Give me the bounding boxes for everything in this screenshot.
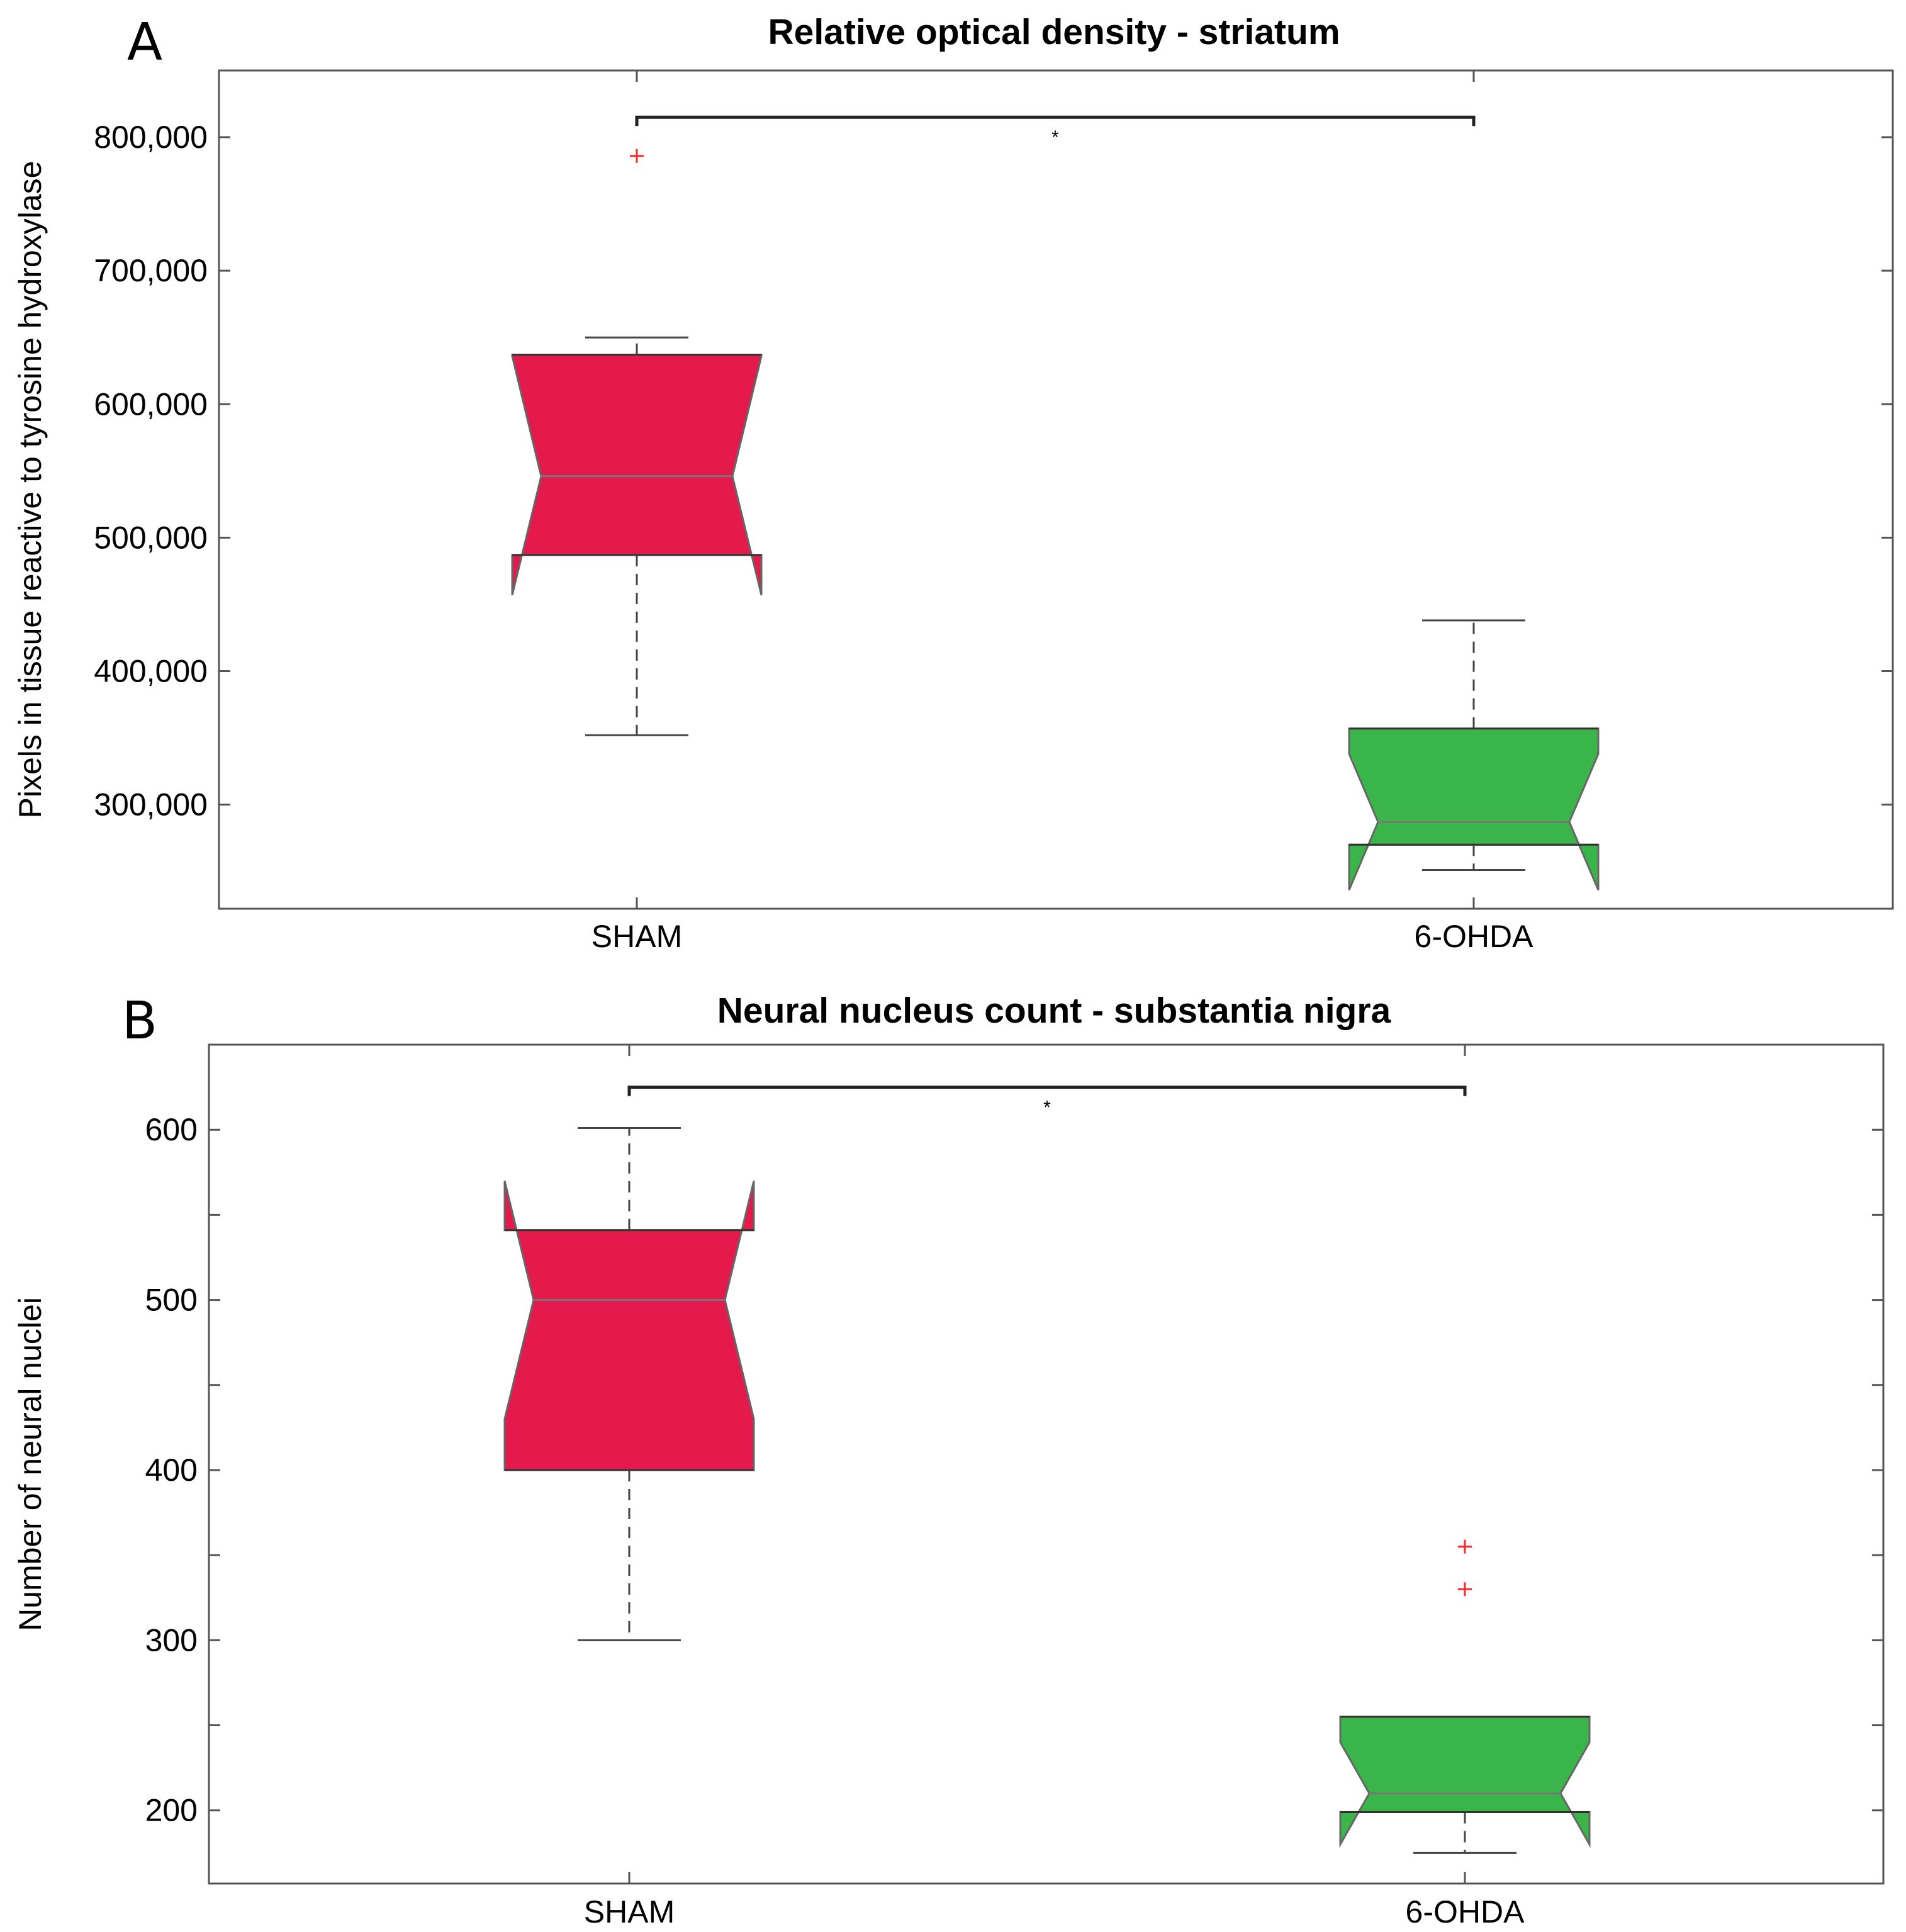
notched-box (1339, 1716, 1591, 1848)
box-6-ohda (1348, 619, 1600, 890)
y-axis-title: Number of neural nuclei (13, 1297, 48, 1631)
box-sham (503, 1126, 755, 1641)
box-sham (511, 149, 763, 736)
chart-panel-a: A Relative optical density - striatum Pixe… (13, 12, 1894, 954)
y-tick-label: 500 (145, 1283, 198, 1318)
y-tick-label: 300,000 (94, 787, 208, 823)
outlier-marker (1458, 1539, 1472, 1554)
y-tick-label: 500,000 (94, 520, 208, 555)
y-tick-label: 800,000 (94, 120, 208, 155)
y-tick-label: 600,000 (94, 386, 208, 422)
y-axis-title: Pixels in tissue reactive to tyrosine hy… (13, 161, 48, 819)
plot-frame (208, 1043, 1885, 1885)
panel-letter: A (127, 13, 162, 72)
plot-frame (218, 69, 1894, 910)
panel-letter: B (122, 991, 157, 1051)
x-category-label: SHAM (584, 1894, 675, 1929)
y-tick-label: 400 (145, 1452, 198, 1488)
x-category-label: 6-OHDA (1406, 1894, 1525, 1929)
significance-star: * (1043, 1098, 1051, 1118)
chart-title: Relative optical density - striatum (768, 12, 1340, 52)
outlier-marker (1458, 1582, 1472, 1597)
y-tick-label: 300 (145, 1622, 198, 1658)
outlier-marker (630, 149, 644, 163)
box-6-ohda (1339, 1539, 1591, 1854)
chart-title: Neural nucleus count - substantia nigra (717, 991, 1392, 1031)
x-category-label: SHAM (591, 919, 682, 954)
significance-bracket (635, 115, 1476, 126)
y-tick-label: 400,000 (94, 653, 208, 688)
chart-panel-b: B Neural nucleus count - substantia nigra… (13, 991, 1885, 1929)
x-category-label: 6-OHDA (1415, 919, 1534, 954)
y-tick-label: 600 (145, 1112, 198, 1147)
significance-bracket (627, 1086, 1467, 1096)
significance-star: * (1051, 127, 1059, 148)
y-tick-label: 700,000 (94, 253, 208, 288)
y-tick-label: 200 (145, 1793, 198, 1828)
